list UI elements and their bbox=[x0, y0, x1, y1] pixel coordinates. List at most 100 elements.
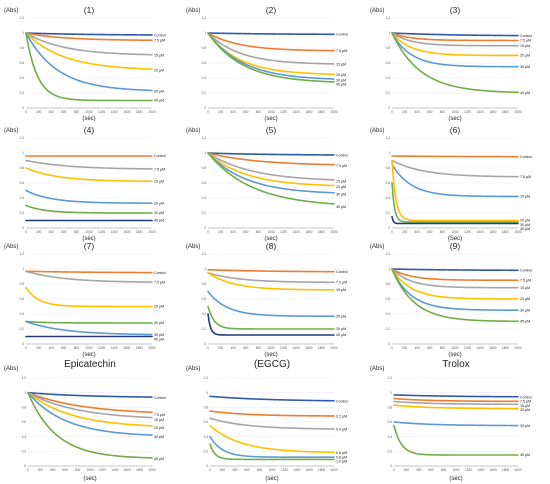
series-label: 20 μM bbox=[520, 54, 530, 58]
y-tick-label: 0 bbox=[24, 464, 26, 468]
y-tick-label: 0.2 bbox=[20, 327, 25, 331]
series-label: 45 μM bbox=[154, 337, 164, 341]
series-label: 20 μM bbox=[520, 219, 530, 223]
chart-panel-10: Epicatechin (Abs) (sec) 0 0.2 0.4 0.6 0.8 1 1.2 0 2… bbox=[2, 356, 180, 482]
y-tick-label: 0.4 bbox=[20, 76, 25, 80]
series-line bbox=[207, 313, 335, 336]
x-tick-label: 2000 bbox=[148, 230, 155, 234]
series-line bbox=[25, 189, 153, 204]
y-tick-label: 0.4 bbox=[202, 196, 207, 200]
x-tick-label: 1400 bbox=[477, 230, 484, 234]
series-line bbox=[209, 417, 335, 430]
y-tick-label: 1 bbox=[206, 391, 208, 395]
x-tick-label: 2000 bbox=[148, 110, 155, 114]
series-label: 45 μM bbox=[336, 333, 346, 337]
y-tick-label: 0.2 bbox=[20, 91, 25, 95]
x-tick-label: 800 bbox=[74, 110, 80, 114]
y-tick-label: 1.2 bbox=[202, 252, 207, 256]
x-tick-label: 600 bbox=[427, 230, 433, 234]
chart-svg: (3) (Abs) (sec) 0 0.2 0.4 0.6 0.8 1 1.2 0 200 400 600… bbox=[370, 5, 532, 122]
series-label: 30 μM bbox=[520, 424, 530, 428]
x-axis-label: (sec) bbox=[448, 352, 461, 358]
y-tick-label: 0.2 bbox=[202, 91, 207, 95]
series-label: 1.0 μM bbox=[336, 460, 347, 464]
x-tick-label: 1800 bbox=[502, 468, 509, 472]
x-tick-label: 0 bbox=[25, 230, 27, 234]
x-tick-label: 800 bbox=[256, 346, 262, 350]
y-tick-label: 0.6 bbox=[386, 181, 391, 185]
chart-title: Epicatechin bbox=[64, 359, 116, 370]
x-tick-label: 0 bbox=[391, 110, 393, 114]
x-tick-label: 400 bbox=[231, 346, 237, 350]
series-line bbox=[393, 421, 519, 427]
y-tick-label: 0.8 bbox=[202, 166, 207, 170]
x-axis-label: (Sec) bbox=[448, 236, 462, 242]
y-tick-label: 0.6 bbox=[20, 181, 25, 185]
x-tick-label: 1000 bbox=[451, 346, 458, 350]
x-tick-label: 400 bbox=[50, 468, 56, 472]
series-label: 45 μM bbox=[520, 227, 530, 231]
x-tick-label: 0 bbox=[207, 346, 209, 350]
series-label: 30 μM bbox=[154, 90, 164, 94]
x-tick-label: 1400 bbox=[111, 468, 118, 472]
y-tick-label: 0 bbox=[390, 464, 392, 468]
y-tick-label: 1.2 bbox=[20, 16, 25, 20]
x-tick-label: 1400 bbox=[293, 230, 300, 234]
x-tick-label: 1800 bbox=[502, 110, 509, 114]
y-tick-label: 0.8 bbox=[202, 282, 207, 286]
y-axis-label: (Abs) bbox=[370, 128, 384, 134]
chart-title: (7) bbox=[84, 241, 95, 251]
series-line bbox=[207, 268, 335, 273]
series-label: Control bbox=[336, 33, 348, 37]
y-tick-label: 0 bbox=[388, 226, 390, 230]
x-tick-label: 600 bbox=[245, 468, 251, 472]
series-line bbox=[25, 32, 153, 36]
x-tick-label: 1400 bbox=[111, 230, 118, 234]
x-tick-label: 1200 bbox=[98, 110, 105, 114]
y-tick-label: 0.8 bbox=[202, 46, 207, 50]
x-tick-label: 200 bbox=[38, 468, 44, 472]
x-tick-label: 600 bbox=[429, 468, 435, 472]
x-tick-label: 1600 bbox=[490, 468, 497, 472]
series-line bbox=[25, 159, 153, 170]
y-tick-label: 1 bbox=[204, 267, 206, 271]
y-tick-label: 1 bbox=[388, 151, 390, 155]
series-label: 15 μM bbox=[336, 63, 346, 67]
x-tick-label: 1200 bbox=[98, 230, 105, 234]
chart-svg: Trolox (Abs) (sec) 0 0.2 0.4 0.6 0.8 1 1.2 0 200 400… bbox=[370, 359, 532, 482]
y-tick-label: 0 bbox=[22, 342, 24, 346]
y-tick-label: 0.4 bbox=[202, 76, 207, 80]
chart-panel-5: (5) (Abs) (sec) 0 0.2 0.4 0.6 0.8 1 1.2 0 200 400 600… bbox=[184, 124, 362, 242]
series-line bbox=[207, 32, 335, 76]
x-tick-label: 800 bbox=[440, 230, 446, 234]
series-label: 0.2 μM bbox=[336, 414, 347, 418]
series-label: Control bbox=[336, 400, 348, 404]
x-tick-label: 400 bbox=[416, 468, 422, 472]
series-label: 7.5 μM bbox=[154, 281, 165, 285]
series-label: 15 μM bbox=[336, 288, 346, 292]
x-tick-label: 1400 bbox=[293, 346, 300, 350]
y-tick-label: 0.4 bbox=[20, 196, 25, 200]
series-label: 45 μM bbox=[154, 457, 164, 461]
x-tick-label: 400 bbox=[231, 110, 237, 114]
x-tick-label: 1800 bbox=[318, 230, 325, 234]
x-tick-label: 2000 bbox=[148, 468, 155, 472]
y-axis-label: (Abs) bbox=[186, 8, 200, 14]
series-label: 30 μM bbox=[520, 65, 530, 69]
x-tick-label: 1000 bbox=[86, 468, 93, 472]
y-tick-label: 0.8 bbox=[386, 46, 391, 50]
y-tick-label: 1 bbox=[204, 151, 206, 155]
series-line bbox=[25, 320, 153, 336]
chart-svg: (9) (Abs) (sec) 0 0.2 0.4 0.6 0.8 1 1.2 0 200 400 600… bbox=[370, 241, 532, 358]
y-tick-label: 0.6 bbox=[202, 297, 207, 301]
series-label: 0.6 μM bbox=[336, 451, 347, 455]
y-tick-label: 0.2 bbox=[386, 91, 391, 95]
x-tick-label: 1200 bbox=[280, 346, 287, 350]
y-tick-label: 1.2 bbox=[20, 252, 25, 256]
y-tick-label: 1.2 bbox=[386, 16, 391, 20]
series-line bbox=[207, 32, 335, 36]
x-axis-label: (sec) bbox=[264, 236, 277, 242]
x-tick-label: 0 bbox=[207, 230, 209, 234]
x-tick-label: 800 bbox=[440, 346, 446, 350]
y-tick-label: 1.2 bbox=[202, 136, 207, 140]
